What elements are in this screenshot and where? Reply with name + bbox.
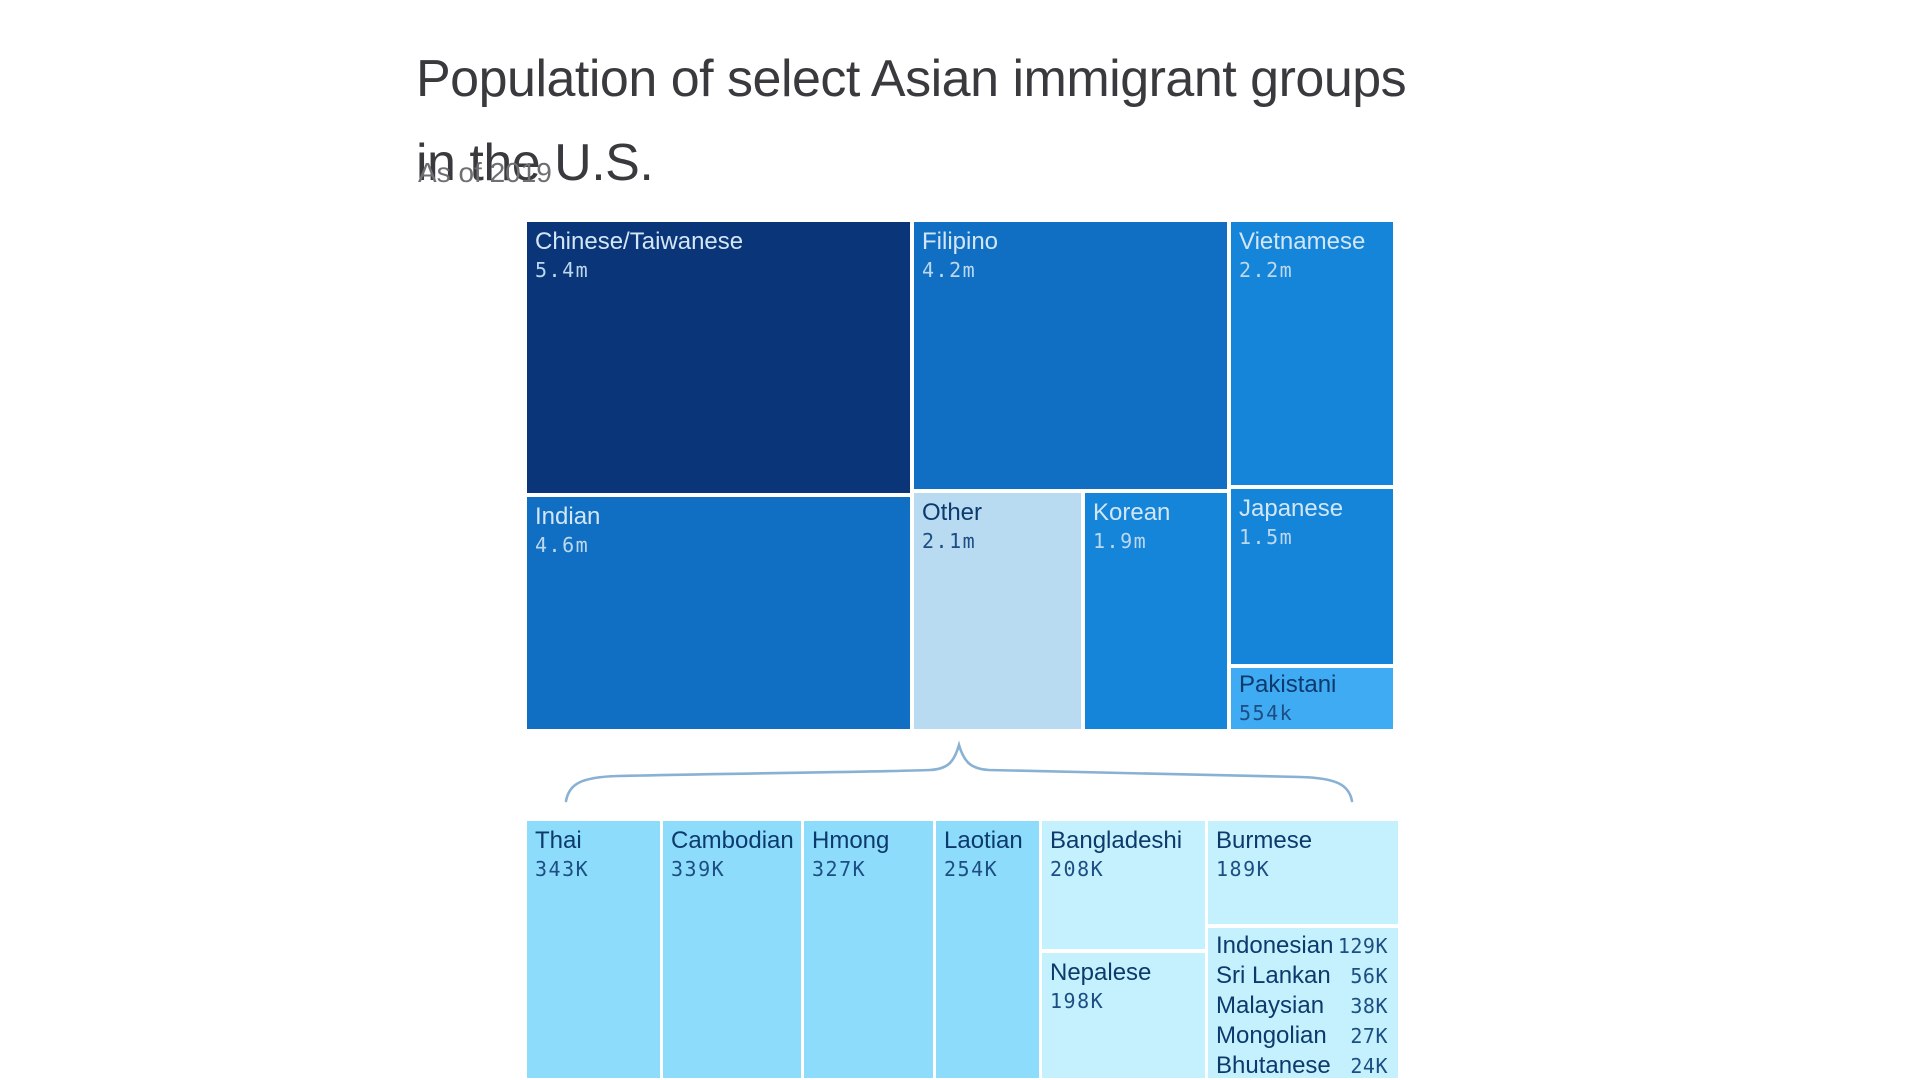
- row-value: 27K: [1350, 1024, 1388, 1048]
- treemap-other-breakdown: Thai 343K Cambodian 339K Hmong 327K Laot…: [527, 821, 1398, 1078]
- chart-title: Population of select Asian immigrant gro…: [416, 37, 1407, 205]
- block-value: 4.2m: [922, 258, 977, 282]
- breakdown-row-bhutanese: Bhutanese 24K: [1208, 1051, 1398, 1078]
- breakdown-block-laotian: Laotian 254K: [936, 821, 1039, 1078]
- block-value: 554k: [1239, 701, 1294, 725]
- block-value: 1.5m: [1239, 525, 1294, 549]
- breakdown-block-burmese: Burmese 189K: [1208, 821, 1398, 924]
- row-label: Mongolian: [1216, 1022, 1327, 1049]
- block-label: Hmong: [812, 827, 890, 854]
- block-value: 339K: [671, 857, 726, 881]
- breakdown-list: Indonesian 129K Sri Lankan 56K Malaysian…: [1208, 928, 1398, 1078]
- block-label: Other: [922, 499, 983, 526]
- breakdown-row-indonesian: Indonesian 129K: [1208, 931, 1398, 961]
- breakdown-row-malaysian: Malaysian 38K: [1208, 991, 1398, 1021]
- block-value: 254K: [944, 857, 999, 881]
- block-label: Indian: [535, 503, 601, 530]
- block-value: 198K: [1050, 989, 1105, 1013]
- treemap-block-pakistani: Pakistani 554k: [1231, 668, 1393, 729]
- chart-subtitle: As of 2019: [418, 157, 552, 188]
- block-label: Burmese: [1216, 827, 1313, 854]
- row-label: Bhutanese: [1216, 1052, 1331, 1078]
- row-value: 24K: [1350, 1054, 1388, 1078]
- row-value: 38K: [1350, 994, 1388, 1018]
- breakdown-block-bangladeshi: Bangladeshi 208K: [1042, 821, 1205, 949]
- treemap-block-chinese-taiwanese: Chinese/Taiwanese 5.4m: [527, 222, 910, 493]
- row-label: Malaysian: [1216, 992, 1325, 1019]
- breakdown-block-hmong: Hmong 327K: [804, 821, 933, 1078]
- block-label: Laotian: [944, 827, 1023, 854]
- breakdown-block-nepalese: Nepalese 198K: [1042, 953, 1205, 1078]
- block-value: 5.4m: [535, 258, 590, 282]
- block-label: Vietnamese: [1239, 228, 1366, 255]
- block-label: Cambodian: [671, 827, 794, 854]
- treemap-block-japanese: Japanese 1.5m: [1231, 489, 1393, 664]
- chart-title-line1: Population of select Asian immigrant gro…: [416, 49, 1407, 108]
- block-label: Filipino: [922, 228, 999, 255]
- block-label: Thai: [535, 827, 582, 854]
- breakdown-block-cambodian: Cambodian 339K: [663, 821, 801, 1078]
- row-value: 129K: [1337, 934, 1388, 958]
- row-value: 56K: [1350, 964, 1388, 988]
- row-label: Indonesian: [1216, 932, 1334, 959]
- block-label: Nepalese: [1050, 959, 1152, 986]
- treemap-block-korean: Korean 1.9m: [1085, 493, 1227, 729]
- block-label: Korean: [1093, 499, 1171, 526]
- treemap-block-other: Other 2.1m: [914, 493, 1081, 729]
- block-label: Pakistani: [1239, 671, 1337, 698]
- block-value: 2.2m: [1239, 258, 1294, 282]
- row-label: Sri Lankan: [1216, 962, 1331, 989]
- block-value: 343K: [535, 857, 590, 881]
- block-label: Bangladeshi: [1050, 827, 1183, 854]
- treemap-block-indian: Indian 4.6m: [527, 497, 910, 729]
- block-label: Chinese/Taiwanese: [535, 228, 744, 255]
- breakdown-block-thai: Thai 343K: [527, 821, 660, 1078]
- breakdown-row-mongolian: Mongolian 27K: [1208, 1021, 1398, 1051]
- block-value: 1.9m: [1093, 529, 1148, 553]
- block-value: 2.1m: [922, 529, 977, 553]
- block-label: Japanese: [1239, 495, 1344, 522]
- treemap-block-filipino: Filipino 4.2m: [914, 222, 1227, 489]
- block-value: 208K: [1050, 857, 1105, 881]
- chart-title-line2: in the U.S.: [416, 133, 654, 192]
- treemap-block-vietnamese: Vietnamese 2.2m: [1231, 222, 1393, 485]
- treemap-main: Chinese/Taiwanese 5.4m Filipino 4.2m Vie…: [527, 222, 1393, 729]
- breakdown-row-sri-lankan: Sri Lankan 56K: [1208, 961, 1398, 991]
- block-value: 4.6m: [535, 533, 590, 557]
- block-value: 189K: [1216, 857, 1271, 881]
- block-value: 327K: [812, 857, 867, 881]
